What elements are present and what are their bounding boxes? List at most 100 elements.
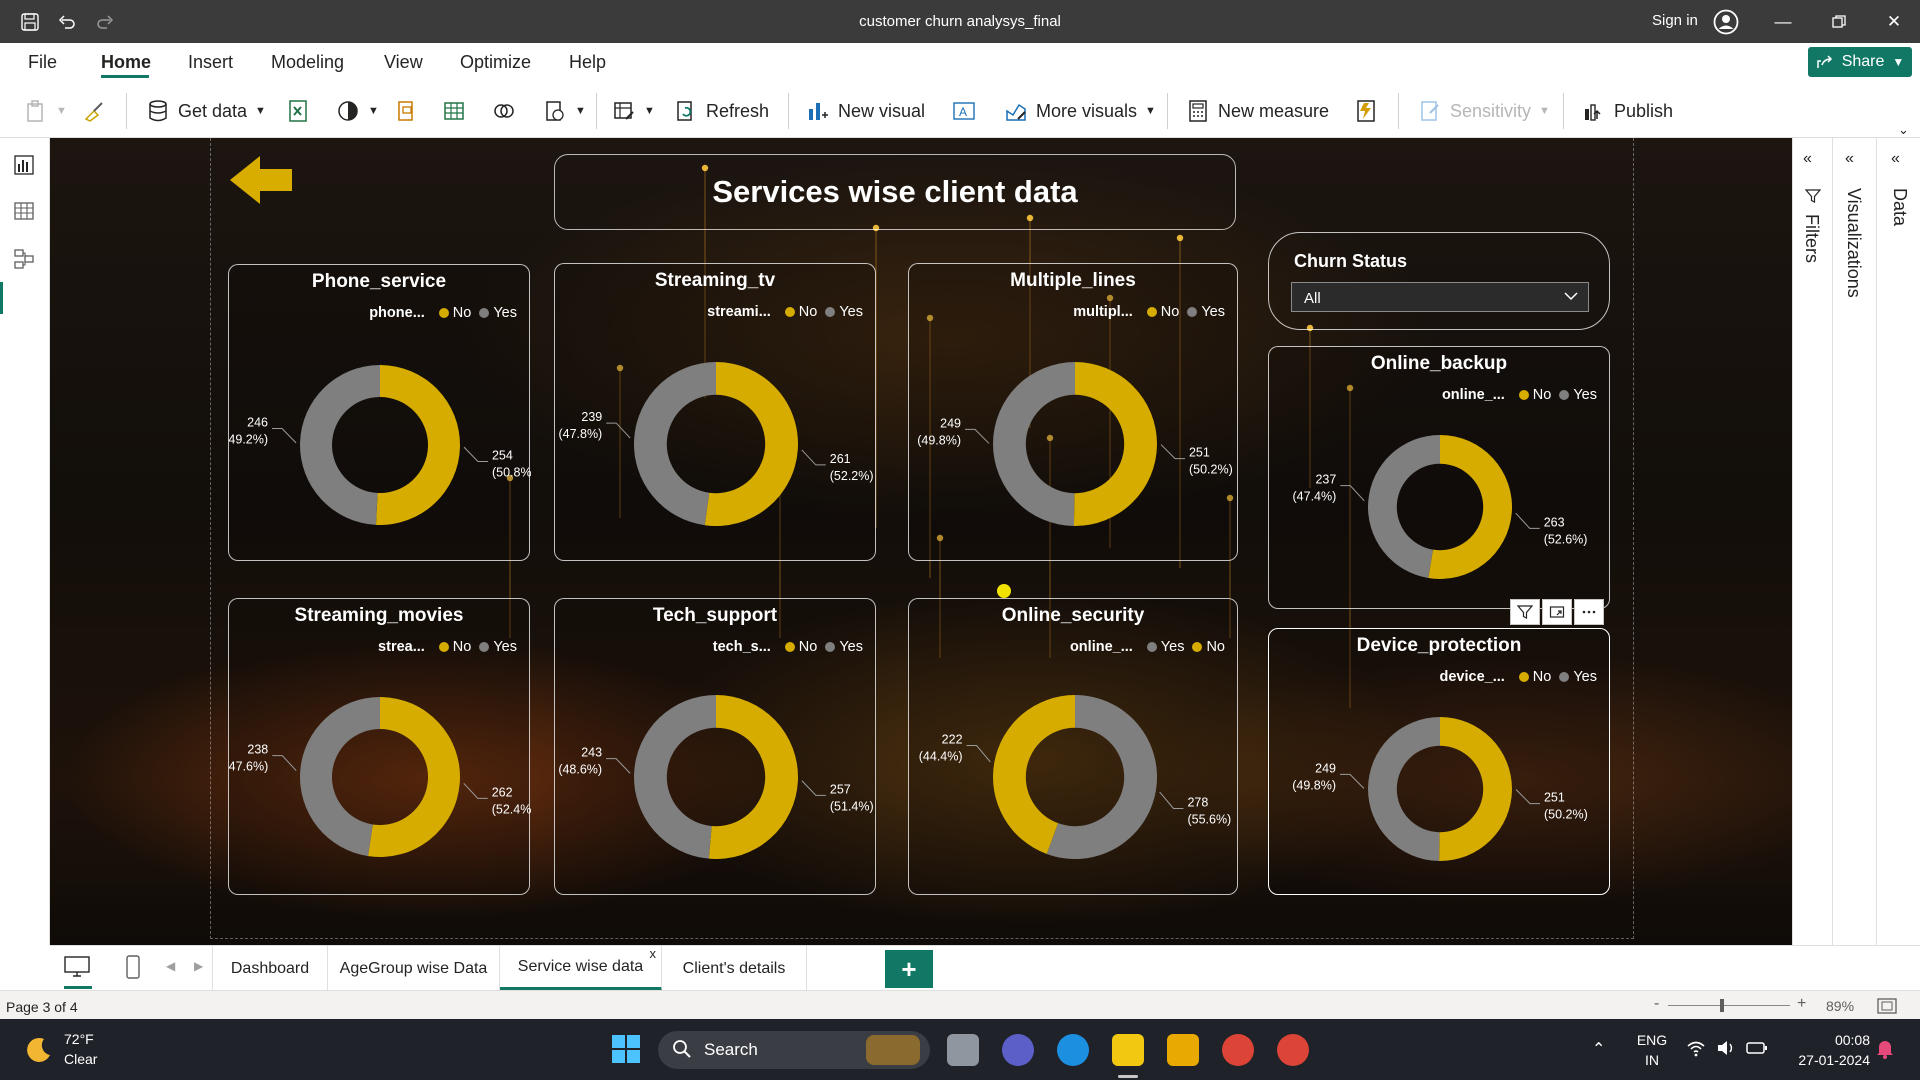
- donut-slice-no[interactable]: [708, 695, 798, 859]
- notification-bell-icon[interactable]: [1876, 1039, 1894, 1064]
- chrome-profile-icon[interactable]: [1277, 1034, 1309, 1066]
- add-page-button[interactable]: +: [885, 950, 933, 988]
- mobile-layout-icon[interactable]: [125, 955, 141, 984]
- wifi-icon[interactable]: [1686, 1039, 1706, 1062]
- expand-data-icon[interactable]: «: [1891, 150, 1900, 167]
- recent-sources-button[interactable]: [492, 98, 516, 124]
- input-language[interactable]: ENG: [1636, 1032, 1668, 1048]
- filter-icon[interactable]: [1510, 599, 1540, 625]
- donut-slice-yes[interactable]: [634, 695, 716, 859]
- power-bi-icon[interactable]: [1112, 1034, 1144, 1066]
- visualizations-pane[interactable]: « Visualizations: [1832, 138, 1876, 945]
- donut-slice-no[interactable]: [375, 365, 461, 525]
- legend-label-yes[interactable]: Yes: [839, 304, 863, 320]
- legend-label-yes[interactable]: Yes: [493, 305, 517, 321]
- back-arrow-icon[interactable]: [228, 154, 294, 206]
- donut-slice-no[interactable]: [1428, 435, 1512, 579]
- account-icon[interactable]: [1712, 8, 1740, 36]
- more-visuals-button[interactable]: More visuals ▼: [1004, 98, 1156, 124]
- taskbar-search[interactable]: Search: [658, 1031, 930, 1069]
- menu-view[interactable]: View: [384, 52, 423, 72]
- chrome-browser-icon[interactable]: [1222, 1034, 1254, 1066]
- legend-label-no[interactable]: No: [798, 639, 818, 655]
- dataverse-button[interactable]: [394, 98, 418, 124]
- moon-weather-icon[interactable]: [24, 1035, 54, 1070]
- tab-clients-details[interactable]: Client's details: [662, 946, 807, 991]
- legend-label-no[interactable]: No: [1160, 304, 1180, 320]
- share-button[interactable]: Share ▼: [1808, 47, 1912, 77]
- model-view-icon[interactable]: [13, 248, 37, 272]
- tab-prev-icon[interactable]: ◀: [166, 959, 176, 973]
- donut-slice-no[interactable]: [1073, 362, 1158, 526]
- data-pane[interactable]: « Data: [1876, 138, 1920, 945]
- transform-data-button[interactable]: ▼: [543, 98, 586, 124]
- clock-date[interactable]: 27-01-2024: [1798, 1052, 1870, 1068]
- focus-mode-icon[interactable]: [1542, 599, 1572, 625]
- tab-service-wise-data[interactable]: Service wise data x: [500, 946, 662, 991]
- filters-pane[interactable]: « Filters: [1792, 138, 1832, 945]
- menu-modeling[interactable]: Modeling: [271, 52, 345, 72]
- legend-label-yes[interactable]: Yes: [493, 639, 517, 655]
- edge-browser-icon[interactable]: [1057, 1034, 1089, 1066]
- table-view-icon[interactable]: [13, 200, 37, 224]
- zoom-level[interactable]: 89%: [1826, 998, 1855, 1014]
- legend-label-yes[interactable]: Yes: [1201, 304, 1225, 320]
- report-view-icon[interactable]: [13, 154, 37, 178]
- sign-in-link[interactable]: Sign in: [1652, 12, 1698, 29]
- menu-home[interactable]: Home: [101, 52, 152, 72]
- menu-help[interactable]: Help: [569, 52, 607, 72]
- menu-file[interactable]: File: [28, 52, 58, 72]
- desktop-layout-icon[interactable]: [64, 956, 90, 983]
- streaming-tv-chart-card[interactable]: Streaming_tv streami... No Yes 261 (52.2%) 239…: [554, 263, 876, 561]
- online-backup-chart-card[interactable]: Online_backup online_... No Yes 263 (52.6%) 23…: [1268, 346, 1610, 609]
- online-security-chart-card[interactable]: Online_security online_... Yes No 278 (55.6%)…: [908, 598, 1238, 895]
- legend-label-yes[interactable]: Yes: [1573, 669, 1597, 685]
- phone-service-chart-card[interactable]: Phone_service phone... No Yes 254 (50.8%) 246 (…: [228, 264, 531, 561]
- more-options-icon[interactable]: [1574, 599, 1604, 625]
- tab-next-icon[interactable]: ▶: [194, 959, 204, 973]
- restore-button[interactable]: [1811, 0, 1867, 43]
- zoom-slider[interactable]: [1668, 1005, 1790, 1006]
- donut-slice-yes[interactable]: [1046, 695, 1157, 859]
- donut-slice-yes[interactable]: [634, 362, 716, 526]
- save-icon[interactable]: [18, 10, 42, 34]
- legend-label-yes[interactable]: Yes: [1160, 639, 1185, 655]
- windows-start-icon[interactable]: [611, 1034, 641, 1069]
- new-visual-button[interactable]: New visual: [806, 98, 925, 124]
- donut-slice-yes[interactable]: [1368, 435, 1440, 579]
- refresh-button[interactable]: Refresh: [674, 98, 769, 124]
- legend-label-no[interactable]: No: [798, 304, 818, 320]
- tab-agegroup-wise-data[interactable]: AgeGroup wise Data: [328, 946, 500, 991]
- legend-label-yes[interactable]: Yes: [1573, 387, 1597, 403]
- tab-dashboard[interactable]: Dashboard: [212, 946, 328, 991]
- donut-slice-yes[interactable]: [993, 362, 1075, 526]
- donut-slice-no[interactable]: [1439, 717, 1513, 861]
- input-region[interactable]: IN: [1645, 1052, 1659, 1068]
- chat-app-icon[interactable]: [1002, 1034, 1034, 1066]
- redo-icon[interactable]: [93, 10, 117, 34]
- legend-label-no[interactable]: No: [1532, 387, 1552, 403]
- paste-button[interactable]: ▼: [24, 98, 67, 124]
- legend-label-no[interactable]: No: [452, 639, 472, 655]
- donut-slice-no[interactable]: [367, 697, 460, 857]
- expand-filters-icon[interactable]: «: [1803, 150, 1812, 167]
- onelake-button[interactable]: ▼: [336, 98, 379, 124]
- donut-slice-no[interactable]: [993, 695, 1075, 854]
- edit-queries-button[interactable]: ▼: [612, 98, 655, 124]
- close-tab-icon[interactable]: x: [649, 946, 657, 961]
- battery-icon[interactable]: [1746, 1039, 1768, 1062]
- close-button[interactable]: ✕: [1886, 11, 1902, 31]
- donut-slice-yes[interactable]: [299, 365, 380, 525]
- menu-optimize[interactable]: Optimize: [460, 52, 532, 72]
- tech-support-chart-card[interactable]: Tech_support tech_s... No Yes 257 (51.4%) 243 (…: [554, 598, 876, 895]
- streaming-movies-chart-card[interactable]: Streaming_moviesstrea...NoYes262(52.4%)2…: [228, 598, 531, 895]
- undo-icon[interactable]: [55, 10, 79, 34]
- donut-slice-yes[interactable]: [300, 697, 380, 857]
- get-data-button[interactable]: Get data ▼: [146, 98, 266, 124]
- publish-button[interactable]: Publish: [1582, 98, 1673, 124]
- legend-label-no[interactable]: No: [452, 305, 472, 321]
- donut-slice-no[interactable]: [704, 362, 799, 526]
- churn-status-dropdown[interactable]: All: [1291, 282, 1589, 312]
- show-hidden-icons-chevron-icon[interactable]: ⌃: [1592, 1041, 1606, 1058]
- minimize-button[interactable]: —: [1774, 11, 1792, 31]
